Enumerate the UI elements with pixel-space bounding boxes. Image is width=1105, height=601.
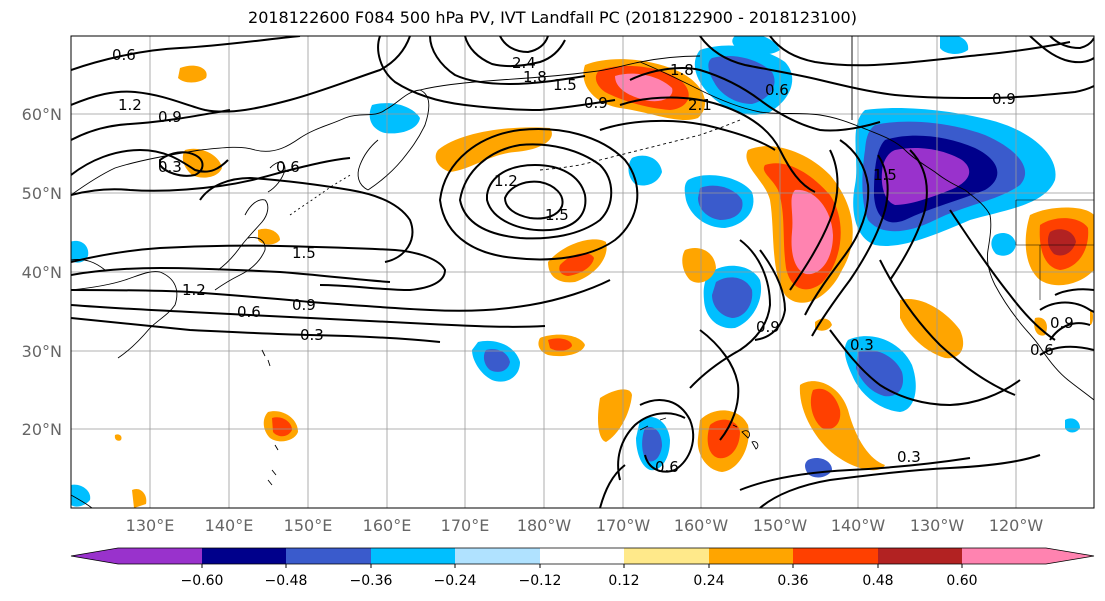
contour-label: 0.9 bbox=[992, 90, 1016, 108]
lon-label: 170°W bbox=[596, 516, 651, 535]
colorbar-tick-label: −0.48 bbox=[265, 573, 308, 589]
contour-label: 0.3 bbox=[897, 448, 921, 466]
pc-shading bbox=[71, 36, 1094, 508]
contour-label: 1.2 bbox=[182, 281, 206, 299]
contour-label: 1.2 bbox=[494, 172, 518, 190]
colorbar-swatch bbox=[202, 548, 286, 564]
longitude-labels: 130°E 140°E 150°E 160°E 170°E 180°W 170°… bbox=[126, 516, 1044, 535]
colorbar-extend-max bbox=[1046, 548, 1094, 564]
contour-label: 0.9 bbox=[756, 318, 780, 336]
pv-contours bbox=[71, 36, 1094, 508]
lon-label: 170°E bbox=[441, 516, 490, 535]
map-gridlines bbox=[71, 36, 1094, 508]
contour-label: 0.3 bbox=[850, 336, 874, 354]
colorbar-tick-label: −0.24 bbox=[434, 573, 477, 589]
lat-label: 40°N bbox=[22, 263, 62, 282]
colorbar-swatch bbox=[286, 548, 371, 564]
contour-label: 1.5 bbox=[873, 166, 897, 184]
lon-label: 120°W bbox=[989, 516, 1044, 535]
colorbar-swatch bbox=[878, 548, 962, 564]
map-plot-area: 0.6 1.2 0.9 0.3 0.6 1.5 1.2 0.9 0.6 0.3 … bbox=[71, 36, 1094, 508]
lon-label: 150°E bbox=[284, 516, 333, 535]
colorbar-tick-label: 0.48 bbox=[862, 573, 893, 589]
contour-label: 1.8 bbox=[670, 61, 694, 79]
colorbar-swatch bbox=[709, 548, 793, 564]
colorbar-swatch bbox=[371, 548, 455, 564]
colorbar-tick-label: 0.24 bbox=[693, 573, 724, 589]
contour-label: 0.6 bbox=[112, 46, 136, 64]
contour-label: 0.9 bbox=[292, 296, 316, 314]
colorbar-tick-label: 0.60 bbox=[946, 573, 977, 589]
colorbar-swatches bbox=[70, 547, 1095, 568]
colorbar-swatch bbox=[455, 548, 540, 564]
contour-labels: 0.6 1.2 0.9 0.3 0.6 1.5 1.2 0.9 0.6 0.3 … bbox=[112, 46, 1074, 476]
colorbar: −0.60 −0.48 −0.36 −0.24 −0.12 0.12 0.24 … bbox=[70, 547, 1095, 589]
contour-label: 0.9 bbox=[1050, 314, 1074, 332]
contour-label: 0.9 bbox=[584, 94, 608, 112]
colorbar-tick-label: 0.12 bbox=[608, 573, 639, 589]
colorbar-extend-min bbox=[71, 548, 118, 564]
contour-label: 0.6 bbox=[1030, 341, 1054, 359]
lon-label: 130°E bbox=[126, 516, 175, 535]
contour-label: 1.8 bbox=[523, 68, 547, 86]
lon-label: 180°W bbox=[517, 516, 572, 535]
lat-label: 60°N bbox=[22, 105, 62, 124]
contour-label: 1.2 bbox=[118, 96, 142, 114]
colorbar-ticks: −0.60 −0.48 −0.36 −0.24 −0.12 0.12 0.24 … bbox=[181, 573, 978, 589]
colorbar-tick-label: −0.60 bbox=[181, 573, 224, 589]
colorbar-tick-label: −0.12 bbox=[519, 573, 562, 589]
contour-label: 0.6 bbox=[655, 458, 679, 476]
contour-label: 0.3 bbox=[300, 326, 324, 344]
lon-label: 160°E bbox=[363, 516, 412, 535]
map-title: 2018122600 F084 500 hPa PV, IVT Landfall… bbox=[248, 8, 857, 27]
contour-label: 0.6 bbox=[276, 158, 300, 176]
lon-label: 150°W bbox=[753, 516, 808, 535]
contour-label: 0.9 bbox=[158, 108, 182, 126]
contour-label: 2.4 bbox=[512, 54, 536, 72]
colorbar-swatch bbox=[962, 548, 1046, 564]
contour-label: 0.3 bbox=[158, 158, 182, 176]
contour-label: 1.5 bbox=[553, 76, 577, 94]
colorbar-outline bbox=[70, 547, 1095, 565]
lon-label: 130°W bbox=[910, 516, 965, 535]
latitude-labels: 60°N 50°N 40°N 30°N 20°N bbox=[22, 105, 62, 439]
contour-label: 2.1 bbox=[688, 96, 712, 114]
lon-label: 160°W bbox=[674, 516, 729, 535]
colorbar-swatch bbox=[793, 548, 878, 564]
lon-label: 140°W bbox=[831, 516, 886, 535]
lon-label: 140°E bbox=[205, 516, 254, 535]
lat-label: 30°N bbox=[22, 342, 62, 361]
lat-label: 50°N bbox=[22, 184, 62, 203]
coastlines bbox=[71, 36, 1094, 508]
map-frame bbox=[70, 35, 1095, 509]
colorbar-swatch bbox=[624, 548, 709, 564]
colorbar-tick-label: −0.36 bbox=[350, 573, 393, 589]
contour-label: 0.6 bbox=[237, 303, 261, 321]
contour-label: 0.6 bbox=[765, 81, 789, 99]
colorbar-swatch bbox=[540, 548, 624, 564]
contour-label: 1.5 bbox=[292, 244, 316, 262]
lat-label: 20°N bbox=[22, 420, 62, 439]
colorbar-tick-label: 0.36 bbox=[777, 573, 808, 589]
contour-label: 1.5 bbox=[545, 206, 569, 224]
colorbar-swatch bbox=[118, 548, 202, 564]
